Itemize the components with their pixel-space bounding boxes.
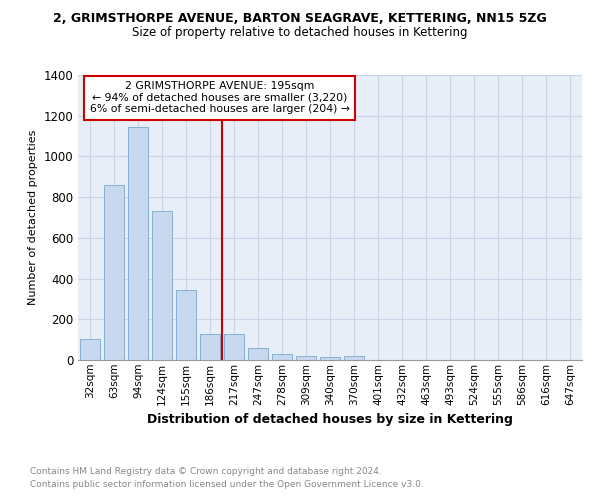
Bar: [296, 356, 316, 360]
Y-axis label: Number of detached properties: Number of detached properties: [28, 130, 38, 305]
Bar: [248, 348, 268, 360]
Bar: [272, 354, 292, 360]
Bar: [104, 185, 124, 360]
Bar: [176, 290, 196, 360]
Bar: [200, 334, 220, 360]
Text: Contains public sector information licensed under the Open Government Licence v3: Contains public sector information licen…: [30, 480, 424, 489]
Text: Distribution of detached houses by size in Kettering: Distribution of detached houses by size …: [147, 412, 513, 426]
Bar: [80, 338, 100, 360]
Text: Size of property relative to detached houses in Kettering: Size of property relative to detached ho…: [132, 26, 468, 39]
Bar: [224, 334, 244, 360]
Bar: [344, 356, 364, 360]
Bar: [128, 127, 148, 360]
Text: Contains HM Land Registry data © Crown copyright and database right 2024.: Contains HM Land Registry data © Crown c…: [30, 468, 382, 476]
Text: 2, GRIMSTHORPE AVENUE, BARTON SEAGRAVE, KETTERING, NN15 5ZG: 2, GRIMSTHORPE AVENUE, BARTON SEAGRAVE, …: [53, 12, 547, 26]
Bar: [320, 357, 340, 360]
Text: 2 GRIMSTHORPE AVENUE: 195sqm
← 94% of detached houses are smaller (3,220)
6% of : 2 GRIMSTHORPE AVENUE: 195sqm ← 94% of de…: [89, 81, 350, 114]
Bar: [152, 212, 172, 360]
